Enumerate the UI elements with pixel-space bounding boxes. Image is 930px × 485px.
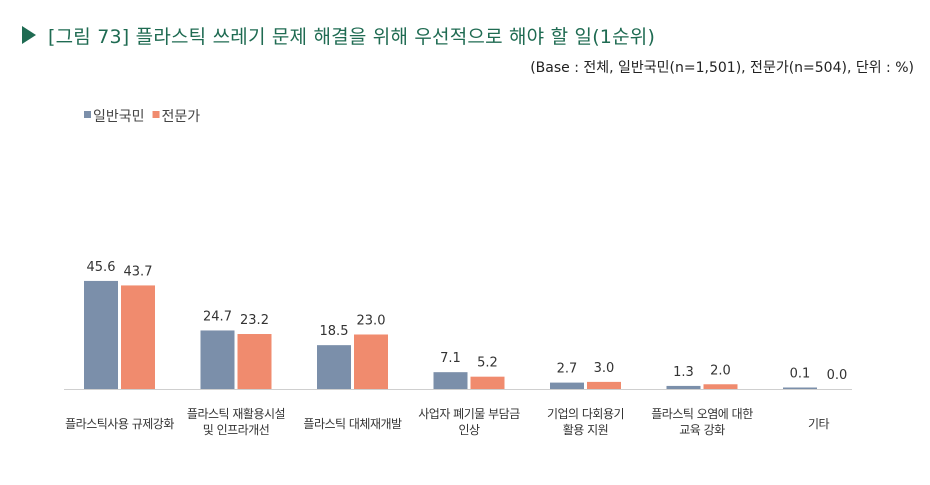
bar-s2-c6 — [703, 384, 738, 389]
data-label-s2-c4: 5.2 — [477, 356, 498, 371]
data-label-s2-c2: 23.2 — [240, 313, 269, 328]
data-label-s2-c1: 43.7 — [124, 264, 153, 279]
legend-label-1: 일반국민 — [93, 109, 145, 125]
data-label-s1-c2: 24.7 — [203, 309, 232, 324]
data-label-s1-c5: 2.7 — [557, 362, 578, 377]
data-label-s2-c3: 23.0 — [357, 313, 386, 328]
bar-s2-c4 — [470, 376, 505, 389]
bar-s2-c3 — [354, 334, 388, 389]
chart-subtitle: (Base : 전체, 일반국민(n=1,501), 전문가(n=504), 단… — [530, 60, 914, 76]
chart-title: [그림 73] 플라스틱 쓰레기 문제 해결을 위해 우선적으로 해야 할 일(… — [22, 20, 655, 50]
bar-s1-c6 — [666, 385, 701, 389]
bar-s2-c5 — [587, 381, 621, 389]
data-label-s1-c7: 0.1 — [790, 367, 811, 382]
bar-s1-c1 — [84, 280, 118, 389]
legend-swatch-1 — [84, 111, 91, 118]
category-label-1: 플라스틱사용 규제강화 — [65, 417, 174, 431]
bar-s1-c5 — [550, 382, 584, 389]
data-label-s2-c6: 2.0 — [710, 363, 731, 378]
category-label-6: 플라스틱 오염에 대한 교육 강화 — [651, 407, 753, 437]
category-label-3: 플라스틱 대체재개발 — [303, 417, 402, 431]
data-label-s2-c5: 3.0 — [594, 361, 615, 376]
triangle-bullet-icon — [22, 26, 36, 44]
legend-swatch-2 — [152, 111, 160, 118]
bar-s2-c1 — [121, 285, 155, 389]
bar-s2-c2 — [237, 334, 272, 389]
data-label-s1-c3: 18.5 — [320, 324, 349, 339]
bar-s1-c3 — [317, 345, 351, 389]
bar-s1-c2 — [200, 330, 235, 389]
category-label-7: 기타 — [808, 417, 830, 431]
category-label-2: 플라스틱 재활용시설 및 인프라개선 — [187, 407, 285, 437]
data-label-s1-c6: 1.3 — [673, 365, 694, 380]
data-label-s2-c7: 0.0 — [827, 368, 848, 383]
category-label-5: 기업의 다회용기 활용 지원 — [547, 407, 624, 437]
chart-title-text: [그림 73] 플라스틱 쓰레기 문제 해결을 위해 우선적으로 해야 할 일(… — [48, 25, 656, 48]
data-label-s1-c4: 7.1 — [440, 351, 461, 366]
bar-s1-c4 — [433, 372, 468, 389]
category-label-4: 사업자 폐기물 부담금 인상 — [418, 407, 520, 437]
bar-s1-c7 — [783, 387, 817, 389]
legend-label-2: 전문가 — [162, 109, 201, 125]
data-label-s1-c1: 45.6 — [87, 260, 116, 275]
